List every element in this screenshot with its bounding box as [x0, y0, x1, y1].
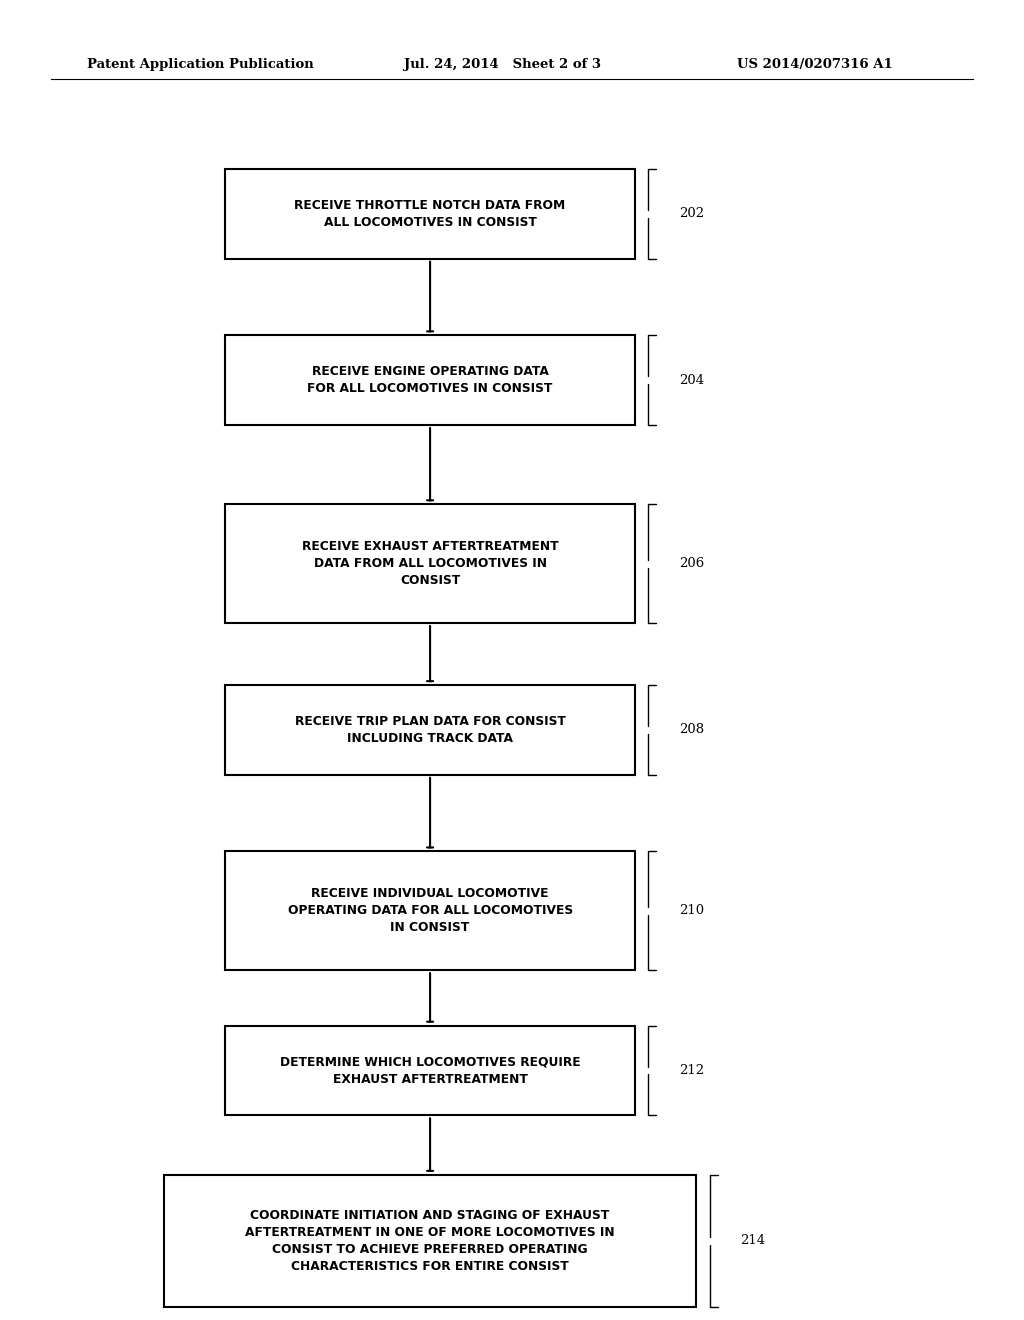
Text: RECEIVE INDIVIDUAL LOCOMOTIVE
OPERATING DATA FOR ALL LOCOMOTIVES
IN CONSIST: RECEIVE INDIVIDUAL LOCOMOTIVE OPERATING …	[288, 887, 572, 935]
Text: 212: 212	[679, 1064, 705, 1077]
Text: RECEIVE TRIP PLAN DATA FOR CONSIST
INCLUDING TRACK DATA: RECEIVE TRIP PLAN DATA FOR CONSIST INCLU…	[295, 715, 565, 744]
FancyBboxPatch shape	[225, 851, 635, 970]
FancyBboxPatch shape	[225, 1026, 635, 1115]
Text: 206: 206	[679, 557, 705, 570]
Text: US 2014/0207316 A1: US 2014/0207316 A1	[737, 58, 893, 71]
Text: DETERMINE WHICH LOCOMOTIVES REQUIRE
EXHAUST AFTERTREATMENT: DETERMINE WHICH LOCOMOTIVES REQUIRE EXHA…	[280, 1056, 581, 1085]
Text: 202: 202	[679, 207, 705, 220]
Text: 210: 210	[679, 904, 705, 917]
Text: COORDINATE INITIATION AND STAGING OF EXHAUST
AFTERTREATMENT IN ONE OF MORE LOCOM: COORDINATE INITIATION AND STAGING OF EXH…	[246, 1209, 614, 1272]
Text: Jul. 24, 2014   Sheet 2 of 3: Jul. 24, 2014 Sheet 2 of 3	[404, 58, 601, 71]
Text: RECEIVE ENGINE OPERATING DATA
FOR ALL LOCOMOTIVES IN CONSIST: RECEIVE ENGINE OPERATING DATA FOR ALL LO…	[307, 366, 553, 395]
Text: 204: 204	[679, 374, 705, 387]
FancyBboxPatch shape	[225, 335, 635, 425]
FancyBboxPatch shape	[225, 169, 635, 259]
FancyBboxPatch shape	[164, 1175, 696, 1307]
Text: Patent Application Publication: Patent Application Publication	[87, 58, 313, 71]
Text: FIG. 2: FIG. 2	[361, 1254, 499, 1296]
Text: 214: 214	[740, 1234, 766, 1247]
Text: 208: 208	[679, 723, 705, 737]
Text: RECEIVE EXHAUST AFTERTREATMENT
DATA FROM ALL LOCOMOTIVES IN
CONSIST: RECEIVE EXHAUST AFTERTREATMENT DATA FROM…	[302, 540, 558, 587]
FancyBboxPatch shape	[225, 504, 635, 623]
Text: RECEIVE THROTTLE NOTCH DATA FROM
ALL LOCOMOTIVES IN CONSIST: RECEIVE THROTTLE NOTCH DATA FROM ALL LOC…	[295, 199, 565, 228]
FancyBboxPatch shape	[225, 685, 635, 775]
